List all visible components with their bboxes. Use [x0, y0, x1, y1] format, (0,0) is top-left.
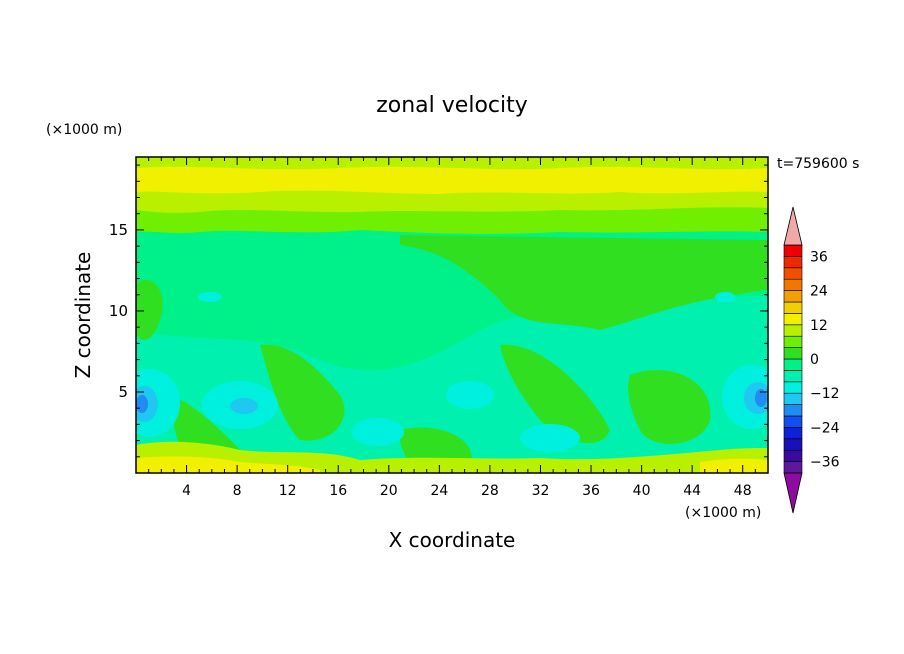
colorbar-swatch [783, 324, 803, 337]
colorbar-swatch [783, 278, 803, 291]
y-axis: 5 10 15 [109, 164, 768, 458]
colorbar-swatch [783, 370, 803, 383]
surface-yellow-layer [136, 441, 768, 473]
colorbar-swatch [783, 313, 803, 326]
chart-title: zonal velocity [376, 93, 528, 118]
blue-core-right-inner [755, 389, 767, 407]
x-tick-label: 20 [380, 483, 398, 499]
colorbar-swatch [783, 461, 803, 474]
top-greenyellow-band [136, 157, 768, 170]
colorbar-tick-label: 36 [810, 249, 828, 265]
x-tick-label: 40 [633, 483, 651, 499]
x-tick-label: 12 [279, 483, 297, 499]
y-axis-label: Z coordinate [71, 252, 95, 379]
lower-green-patch-6 [136, 279, 163, 340]
cyan-core-x34 [520, 424, 580, 452]
cyan-core-x28 [446, 381, 494, 409]
y-unit-label: (×1000 m) [46, 122, 122, 138]
blue-core-x8 [230, 398, 258, 414]
colorbar-swatch [783, 347, 803, 360]
colorbar-tick-label: 12 [810, 318, 828, 334]
surface-bright-yellow-right [700, 458, 768, 473]
cyan-spot-right [715, 292, 735, 302]
y-tick-label: 5 [118, 383, 128, 401]
plot-area [136, 157, 768, 473]
colorbar-swatch [783, 438, 803, 451]
colorbar-tick-label: −12 [810, 386, 840, 402]
x-tick-label: 8 [233, 483, 242, 499]
x-tick-label: 16 [329, 483, 347, 499]
cyan-core-x20 [352, 418, 404, 446]
colorbar-swatch [783, 301, 803, 314]
x-tick-label: 44 [683, 483, 701, 499]
colorbar: −36 −24 −12 0 12 24 36 [783, 206, 840, 514]
x-axis: 4 8 12 16 20 24 28 32 36 40 44 48 [148, 157, 756, 499]
colorbar-swatch [783, 358, 803, 371]
colorbar-tick-label: −36 [810, 455, 840, 471]
colorbar-swatch [783, 335, 803, 348]
colorbar-under-arrow [783, 472, 803, 514]
x-axis-label: X coordinate [389, 528, 516, 552]
time-label: t=759600 s [777, 156, 859, 172]
x-tick-label: 48 [734, 483, 752, 499]
blue-core-left-inner [136, 395, 148, 413]
lower-green-patch-1 [260, 344, 345, 441]
colorbar-swatch [783, 256, 803, 269]
y-tick-label: 15 [109, 221, 128, 239]
colorbar-tick-label: 0 [810, 352, 819, 368]
lower-green-patch-2 [500, 344, 610, 444]
colorbar-swatch [783, 427, 803, 440]
colorbar-swatch [783, 290, 803, 303]
colorbar-swatch [783, 267, 803, 280]
colorbar-tick-label: 24 [810, 284, 828, 300]
lower-green-patch-3 [628, 370, 711, 444]
x-tick-label: 4 [182, 483, 191, 499]
colorbar-swatch [783, 449, 803, 462]
colorbar-over-arrow [783, 206, 803, 246]
x-tick-label: 24 [430, 483, 448, 499]
y-tick-label: 10 [109, 302, 128, 320]
cyan-spot-upper [198, 292, 222, 302]
x-unit-label: (×1000 m) [685, 505, 761, 521]
mid-green-band [400, 235, 768, 330]
surface-bright-yellow [136, 456, 320, 473]
x-tick-label: 28 [481, 483, 499, 499]
x-tick-label: 32 [532, 483, 550, 499]
colorbar-swatch [783, 392, 803, 405]
x-tick-label: 36 [582, 483, 600, 499]
colorbar-swatch [783, 381, 803, 394]
colorbar-tick-label: −24 [810, 420, 840, 436]
colorbar-swatch [783, 415, 803, 428]
colorbar-swatch [783, 244, 803, 257]
colorbar-swatch [783, 404, 803, 417]
